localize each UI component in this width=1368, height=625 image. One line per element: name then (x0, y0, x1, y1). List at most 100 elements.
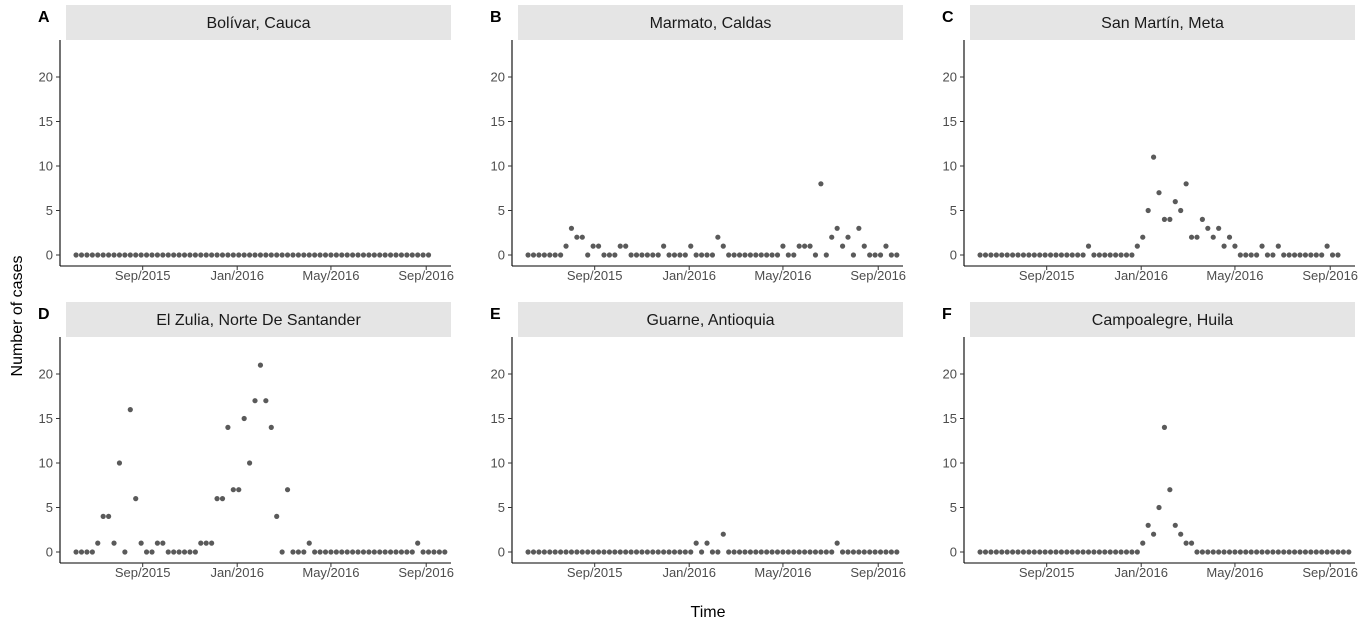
panel-strip (970, 5, 1355, 40)
data-point (530, 252, 537, 258)
data-point (317, 252, 323, 258)
data-point (1210, 549, 1216, 555)
data-point (1150, 154, 1157, 160)
y-tick-label: 10 (491, 456, 505, 471)
data-point (1324, 243, 1330, 249)
data-point (785, 549, 791, 555)
data-point (1243, 549, 1249, 555)
x-tick-label: Sep/2015 (115, 268, 171, 283)
data-point (704, 252, 710, 258)
data-point (736, 549, 743, 555)
data-point (764, 252, 770, 258)
data-point (1324, 549, 1330, 555)
data-point (1156, 190, 1162, 196)
data-point (219, 252, 226, 258)
data-point (230, 252, 236, 258)
data-point (306, 540, 312, 546)
data-point (1248, 549, 1254, 555)
data-point (355, 252, 361, 258)
data-point (1205, 225, 1211, 231)
data-point (1188, 540, 1195, 546)
x-tick-label: Sep/2015 (1019, 268, 1075, 283)
data-point (339, 549, 345, 555)
panel-title: Guarne, Antioquia (646, 312, 774, 329)
data-point (160, 252, 166, 258)
y-tick-label: 10 (943, 159, 957, 174)
data-point (1313, 549, 1319, 555)
data-point (95, 540, 101, 546)
data-point (1075, 549, 1081, 555)
data-point (366, 252, 372, 258)
data-point (982, 549, 989, 555)
data-point (1210, 234, 1216, 240)
y-axis-title: Number of cases (9, 256, 26, 377)
data-point (442, 549, 448, 555)
data-point (1297, 252, 1303, 258)
data-point (633, 252, 640, 258)
data-point (861, 243, 867, 249)
panel-title: Marmato, Caldas (650, 15, 772, 32)
data-point (1047, 549, 1054, 555)
data-point (639, 549, 645, 555)
data-point (268, 424, 274, 430)
data-point (525, 549, 531, 555)
y-tick-label: 10 (39, 159, 53, 174)
y-tick-label: 20 (491, 367, 505, 382)
data-point (344, 549, 350, 555)
data-point (1221, 549, 1227, 555)
data-point (872, 549, 878, 555)
data-point (753, 549, 759, 555)
data-point (1047, 252, 1054, 258)
data-point (574, 234, 580, 240)
data-point (387, 549, 394, 555)
data-point (415, 540, 421, 546)
data-point (796, 243, 802, 249)
data-point (585, 252, 591, 258)
data-point (1037, 549, 1043, 555)
data-point (198, 540, 204, 546)
panel-strip (970, 302, 1355, 337)
data-point (579, 549, 585, 555)
data-point (655, 549, 661, 555)
data-point (682, 252, 688, 258)
data-point (693, 252, 699, 258)
x-tick-label: Sep/2016 (1302, 565, 1358, 580)
data-point (796, 549, 802, 555)
data-point (623, 243, 629, 249)
data-point (1259, 243, 1265, 249)
data-point (661, 549, 667, 555)
data-point (682, 549, 688, 555)
data-point (1172, 199, 1178, 205)
data-point (382, 549, 388, 555)
y-tick-label: 0 (498, 545, 505, 560)
data-point (1096, 549, 1102, 555)
y-tick-label: 5 (498, 500, 505, 515)
data-point (1129, 252, 1135, 258)
data-point (1183, 181, 1189, 187)
data-point (1270, 252, 1276, 258)
data-point (1329, 549, 1336, 555)
data-point (1145, 207, 1151, 214)
panel-letter: A (38, 9, 50, 26)
data-point (742, 549, 748, 555)
x-tick-label: Jan/2016 (210, 565, 264, 580)
panel-f: F Campoalegre, Huila 0 5 10 15 20 Sep/2015 Jan/2… (942, 302, 1358, 580)
data-point (558, 549, 564, 555)
y-tick-label: 5 (950, 203, 957, 218)
data-point (1221, 243, 1227, 249)
data-point (999, 549, 1005, 555)
data-point (1167, 487, 1173, 493)
data-point (1085, 549, 1092, 555)
data-point (774, 252, 781, 258)
data-point (1178, 207, 1184, 214)
data-point (780, 243, 786, 249)
data-point (888, 252, 894, 258)
data-point (209, 252, 215, 258)
data-point (709, 549, 716, 555)
data-point (1232, 243, 1238, 249)
data-point (639, 252, 645, 258)
panel-title: Bolívar, Cauca (206, 15, 310, 32)
data-point (143, 549, 150, 555)
data-point (225, 252, 231, 258)
panels-group: A Bolívar, Cauca 0 5 10 15 20 Sep/2015 Jan/2016 M… (38, 5, 1358, 580)
